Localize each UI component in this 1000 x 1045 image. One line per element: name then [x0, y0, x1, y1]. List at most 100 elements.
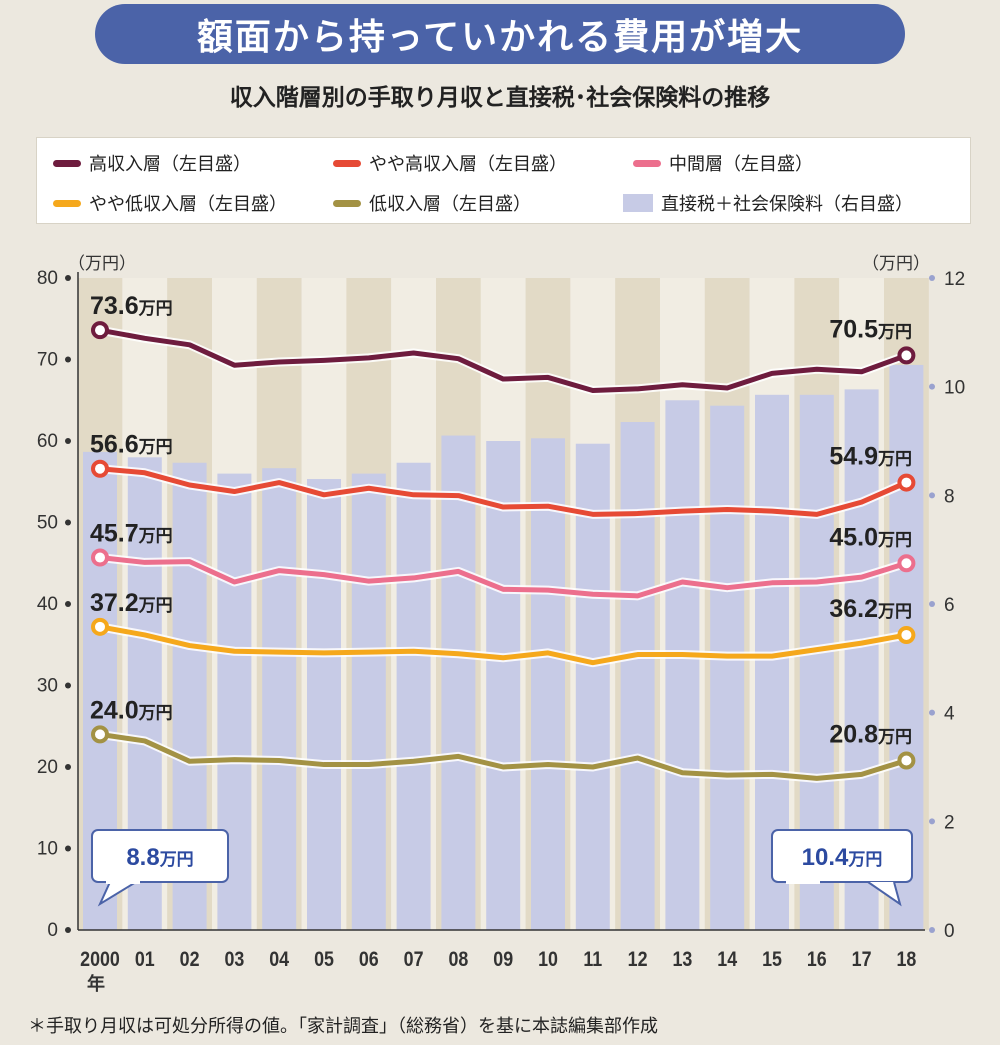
series-line-0 — [97, 327, 909, 393]
legend-swatch-tax — [623, 194, 653, 212]
callout-start-tail-mask — [106, 879, 140, 884]
right-tick-label: 8 — [944, 486, 955, 507]
label-unit: 万円 — [877, 322, 912, 342]
label-unit: 万円 — [877, 602, 912, 622]
callout-start-tail — [97, 881, 137, 907]
series-line-2 — [97, 555, 909, 599]
left-tick-dot — [65, 356, 71, 363]
legend-swatch-high — [53, 159, 81, 167]
legend-label-high: 高収入層（左目盛） — [89, 154, 251, 175]
x-tick-label-17: 17 — [852, 948, 872, 972]
tax-bar-08 — [441, 435, 476, 930]
right-tick-dot — [929, 275, 935, 281]
series-endpoint-2-0 — [91, 548, 109, 567]
tax-bar-12 — [620, 421, 655, 930]
tax-bar-14 — [710, 405, 745, 930]
legend-item-high: 高収入層（左目盛） — [53, 150, 251, 176]
x-tick-label-2000: 2000 — [80, 948, 120, 972]
right-tick-dot — [929, 601, 935, 607]
right-tick-label: 6 — [944, 595, 955, 616]
x-tick-label-07: 07 — [404, 948, 424, 972]
tax-bar-10 — [531, 438, 565, 930]
series-start-label-1: 56.6万円 — [90, 431, 173, 459]
left-tick-dot — [65, 519, 71, 526]
legend-item-low: 低収入層（左目盛） — [333, 190, 531, 216]
legend-swatch-middle — [633, 159, 661, 167]
label-unit: 万円 — [877, 530, 912, 550]
tax-bar-13 — [665, 400, 700, 930]
left-tick-label: 30 — [37, 676, 58, 697]
callout-end-tail-mask — [786, 879, 820, 884]
legend-label-tax: 直接税＋社会保険料（右目盛） — [661, 194, 913, 215]
legend-swatch-lower-middle — [53, 199, 81, 207]
left-tick-dot — [65, 275, 71, 281]
x-tick-label-05: 05 — [314, 948, 334, 972]
legend: 高収入層（左目盛） やや高収入層（左目盛） 中間層（左目盛） やや低収入層（左目… — [36, 137, 971, 224]
series-line-3 — [97, 624, 909, 666]
left-tick-dot — [65, 764, 71, 770]
x-axis-year-suffix: 年 — [87, 973, 105, 995]
x-tick-label-08: 08 — [448, 948, 468, 972]
left-tick-dot — [65, 682, 71, 689]
legend-label-lower-middle: やや低収入層（左目盛） — [89, 194, 287, 215]
series-endpoint-4-18 — [897, 751, 916, 770]
legend-label-middle: 中間層（左目盛） — [669, 154, 813, 175]
x-tick-label-09: 09 — [493, 948, 513, 972]
right-tick-dot — [929, 818, 935, 825]
callout-end-tail — [867, 881, 902, 907]
right-tick-label: 10 — [944, 378, 965, 399]
legend-swatch-upper-middle — [333, 159, 361, 167]
right-tick-label: 4 — [944, 704, 955, 725]
label-unit: 万円 — [138, 596, 173, 616]
footnote: ＊手取り月収は可処分所得の値。「家計調査」（総務省）を基に本誌編集部作成 — [28, 1016, 658, 1037]
right-tick-label: 2 — [944, 812, 955, 833]
left-tick-label: 10 — [37, 839, 58, 860]
right-tick-label: 12 — [944, 269, 965, 290]
callout-end-unit: 万円 — [847, 850, 882, 870]
x-tick-label-03: 03 — [224, 948, 244, 972]
series-line-4 — [97, 731, 909, 781]
x-tick-label-02: 02 — [180, 948, 200, 972]
label-unit: 万円 — [138, 527, 173, 547]
left-tick-dot — [65, 927, 71, 933]
right-tick-dot — [929, 383, 935, 390]
label-unit: 万円 — [877, 727, 912, 747]
x-tick-label-18: 18 — [896, 948, 916, 972]
legend-swatch-low — [333, 199, 361, 207]
legend-label-low: 低収入層（左目盛） — [369, 194, 531, 215]
label-unit: 万円 — [138, 438, 173, 458]
label-unit: 万円 — [138, 299, 173, 319]
tax-bar-05 — [307, 479, 341, 930]
page-title: 額面から持っていかれる費用が増大 — [95, 4, 905, 64]
x-tick-label-12: 12 — [628, 948, 648, 972]
callout-end-box — [771, 829, 913, 883]
series-line-1 — [97, 466, 909, 517]
right-axis-unit: （万円） — [862, 254, 930, 274]
callout-start-unit: 万円 — [159, 850, 194, 870]
right-tick-dot — [929, 492, 935, 499]
x-tick-label-06: 06 — [359, 948, 379, 972]
callout-start-box — [91, 829, 229, 883]
legend-item-upper-middle: やや高収入層（左目盛） — [333, 150, 567, 176]
tax-bar-11 — [575, 443, 610, 930]
legend-label-upper-middle: やや高収入層（左目盛） — [369, 154, 567, 175]
left-tick-label: 50 — [37, 513, 58, 534]
x-tick-label-14: 14 — [717, 948, 737, 972]
x-tick-label-16: 16 — [807, 948, 827, 972]
label-unit: 万円 — [877, 450, 912, 470]
left-tick-dot — [65, 438, 71, 444]
tax-bar-07 — [396, 462, 431, 930]
left-tick-label: 80 — [37, 268, 58, 289]
label-unit: 万円 — [138, 703, 173, 723]
series-endpoint-1-0 — [91, 459, 109, 478]
legend-item-lower-middle: やや低収入層（左目盛） — [53, 190, 287, 216]
left-tick-label: 0 — [47, 920, 58, 941]
x-tick-label-15: 15 — [762, 948, 782, 972]
x-tick-label-11: 11 — [583, 948, 602, 972]
x-tick-label-01: 01 — [135, 948, 155, 972]
left-tick-label: 40 — [37, 594, 58, 615]
tax-bar-04 — [262, 468, 297, 930]
legend-item-tax: 直接税＋社会保険料（右目盛） — [623, 190, 913, 216]
series-endpoint-1-18 — [897, 473, 916, 492]
